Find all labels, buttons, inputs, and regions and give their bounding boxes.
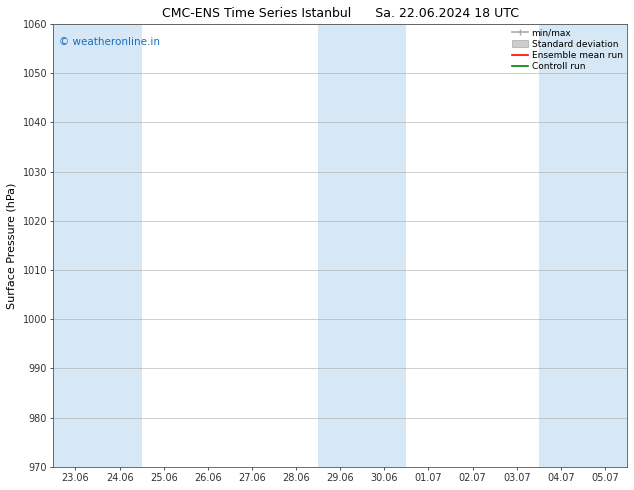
Legend: min/max, Standard deviation, Ensemble mean run, Controll run: min/max, Standard deviation, Ensemble me… [510,26,624,73]
Bar [318,24,362,467]
Text: © weatheronline.in: © weatheronline.in [59,37,160,47]
Title: CMC-ENS Time Series Istanbul      Sa. 22.06.2024 18 UTC: CMC-ENS Time Series Istanbul Sa. 22.06.2… [162,7,519,20]
Bar [98,24,141,467]
Y-axis label: Surface Pressure (hPa): Surface Pressure (hPa) [7,182,17,309]
Bar [362,24,406,467]
Bar [53,24,98,467]
Bar [539,24,583,467]
Bar [583,24,627,467]
